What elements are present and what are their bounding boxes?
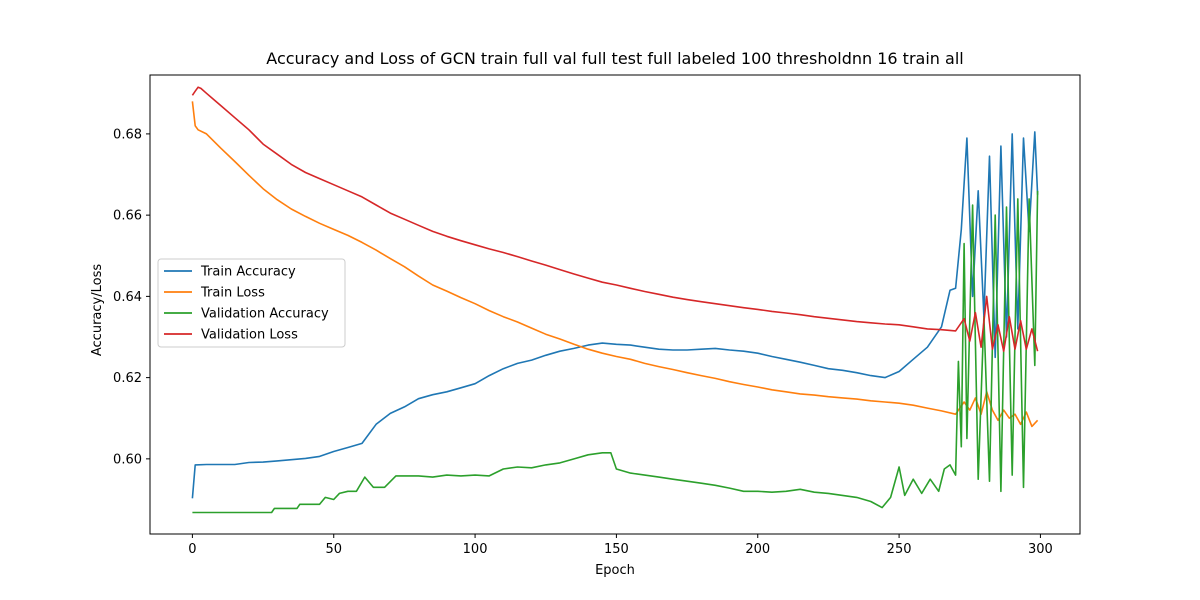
x-tick-label: 0 <box>188 542 196 557</box>
legend-label-1: Train Loss <box>200 286 265 301</box>
y-tick-label: 0.64 <box>113 290 142 305</box>
y-tick-label: 0.66 <box>113 209 142 224</box>
x-tick-label: 150 <box>604 542 629 557</box>
y-tick-label: 0.62 <box>113 371 142 386</box>
x-tick-label: 200 <box>745 542 770 557</box>
x-tick-label: 100 <box>463 542 488 557</box>
legend-label-0: Train Accuracy <box>200 265 296 280</box>
series-line-3 <box>191 86 1039 352</box>
x-axis-label: Epoch <box>595 563 635 578</box>
x-tick-label: 250 <box>887 542 912 557</box>
legend: Train Accuracy Train Loss Validation Accur… <box>157 258 346 348</box>
x-axis: 0 50 100 150 200 250 300 <box>188 534 1053 557</box>
plot-area-frame <box>149 74 1081 535</box>
legend-box <box>157 258 346 348</box>
series-line-2 <box>192 190 1039 514</box>
series-line-1 <box>191 101 1039 428</box>
chart-title: Accuracy and Loss of GCN train full val … <box>266 49 963 68</box>
x-tick-label: 300 <box>1028 542 1053 557</box>
y-tick-label: 0.68 <box>113 127 142 142</box>
y-axis: 0.60 0.62 0.64 0.66 0.68 <box>113 127 150 467</box>
series-layer <box>191 86 1039 514</box>
y-axis-label: Accuracy/Loss <box>90 264 105 356</box>
legend-label-3: Validation Loss <box>201 328 298 343</box>
x-tick-label: 50 <box>325 542 342 557</box>
legend-label-2: Validation Accuracy <box>201 307 329 322</box>
y-tick-label: 0.60 <box>113 452 142 467</box>
